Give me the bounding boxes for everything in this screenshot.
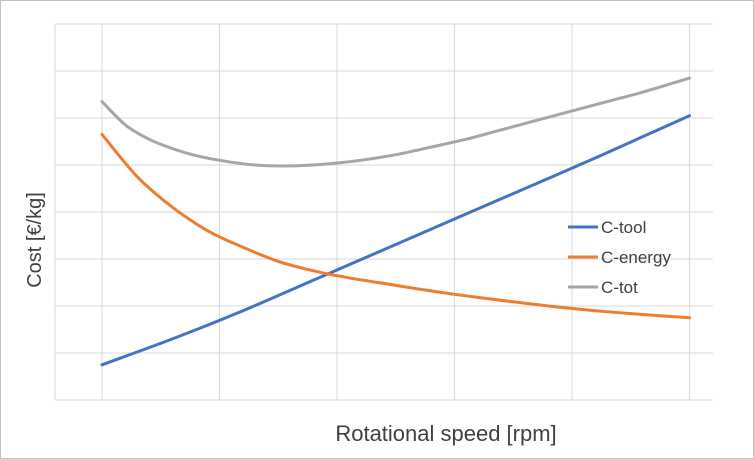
y-axis-label: Cost [€/kg] [24,192,46,288]
gridlines [54,23,713,401]
legend-label-c-energy: C-energy [601,248,671,267]
x-axis-label: Rotational speed [rpm] [335,421,556,446]
legend: C-tool C-energy C-tot [568,218,671,297]
series-line-c-tool [100,114,691,367]
series-line-c-energy [100,132,691,320]
series-line-c-tot [100,76,691,168]
series-lines [100,76,691,367]
legend-label-c-tot: C-tot [601,278,638,297]
legend-label-c-tool: C-tool [601,218,646,237]
